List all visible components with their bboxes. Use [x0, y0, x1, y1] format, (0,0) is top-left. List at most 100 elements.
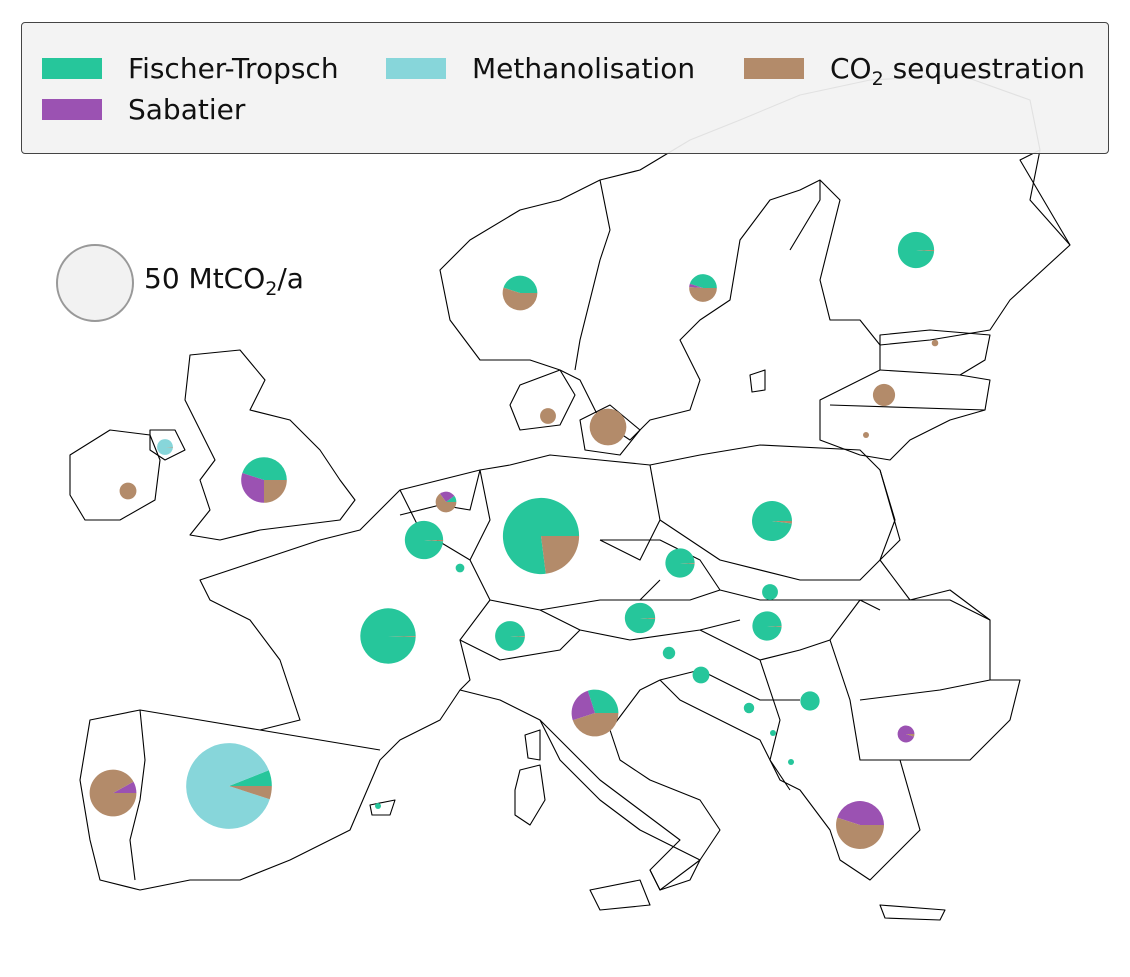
- slice-fischer-tropsch: [788, 759, 794, 765]
- sabatier-swatch: [42, 99, 102, 120]
- baltics: [820, 330, 990, 460]
- pie-italy: [572, 690, 619, 737]
- slice-co2-sequestration: [540, 408, 556, 424]
- methanolisation-swatch: [386, 58, 446, 79]
- slice-fischer-tropsch: [744, 703, 754, 713]
- slice-fischer-tropsch: [375, 803, 381, 809]
- legend-item-methanolisation: Methanolisation: [386, 48, 695, 88]
- pie-northern-ireland: [157, 439, 173, 455]
- pie-denmark-west: [540, 408, 556, 424]
- slice-co2-sequestration: [873, 384, 895, 406]
- pie-lithuania: [863, 432, 869, 438]
- legend-label: Methanolisation: [472, 52, 695, 85]
- norway-sweden-border: [575, 180, 610, 370]
- pie-bosnia: [744, 703, 754, 713]
- slice-fischer-tropsch: [770, 730, 776, 736]
- legend-item-fischer-tropsch: Fischer-Tropsch: [42, 48, 339, 88]
- legend-label-rest: sequestration: [884, 52, 1085, 85]
- size-reference: [56, 244, 134, 322]
- gotland: [750, 370, 765, 392]
- balkans-3: [830, 640, 900, 760]
- pie-latvia: [873, 384, 895, 406]
- pie-austria: [625, 603, 655, 633]
- pie-croatia: [693, 667, 710, 684]
- pie-hungary: [752, 611, 781, 640]
- slice-fischer-tropsch: [762, 584, 778, 600]
- pie-france: [360, 608, 415, 663]
- legend-label-sub: 2: [872, 68, 884, 90]
- finland-russia-border: [1030, 150, 1070, 245]
- pie-estonia: [932, 340, 939, 347]
- ukraine-border: [880, 470, 900, 560]
- italy-border: [540, 720, 700, 890]
- france-east: [400, 490, 490, 690]
- denmark: [510, 370, 640, 455]
- sicily: [590, 880, 650, 910]
- pie-balearic: [375, 803, 381, 809]
- legend-item-sabatier: Sabatier: [42, 89, 245, 129]
- pie-norway: [503, 276, 538, 311]
- slice-fischer-tropsch: [663, 647, 675, 659]
- alps: [580, 620, 740, 640]
- pie-bulgaria: [898, 726, 915, 743]
- legend-label: Fischer-Tropsch: [128, 52, 339, 85]
- pie-sweden: [689, 274, 717, 302]
- legend-label-main: CO: [830, 52, 872, 85]
- france-spain: [260, 730, 380, 750]
- legend-item-co2-sequestration: CO2 sequestration: [744, 48, 1085, 88]
- corsica: [525, 730, 540, 760]
- legend-label: CO2 sequestration: [830, 52, 1085, 85]
- pie-serbia: [800, 691, 819, 710]
- pie-montenegro: [770, 730, 776, 736]
- romania: [860, 600, 990, 700]
- slice-methanolisation: [157, 439, 173, 455]
- legend-label: Sabatier: [128, 93, 245, 126]
- pie-greece: [836, 801, 884, 849]
- pie-belgium: [405, 521, 443, 559]
- sardinia: [515, 765, 545, 825]
- size-reference-value: 50 MtCO: [144, 262, 265, 295]
- legend: Fischer-Tropsch Methanolisation CO2 sequ…: [21, 22, 1109, 154]
- pie-great-britain: [241, 457, 287, 503]
- slice-co2-sequestration: [932, 340, 939, 347]
- slice-fischer-tropsch: [360, 608, 415, 663]
- sweden-finland-border: [790, 180, 820, 250]
- mallorca: [370, 800, 395, 815]
- fischer-tropsch-swatch: [42, 58, 102, 79]
- size-reference-suffix: /a: [277, 262, 304, 295]
- pie-czechia: [665, 548, 694, 577]
- slice-fischer-tropsch: [456, 564, 465, 573]
- pie-poland: [752, 501, 792, 541]
- slice-fischer-tropsch: [800, 691, 819, 710]
- pie-portugal: [90, 770, 137, 817]
- ireland-border: [70, 430, 160, 520]
- pie-denmark-east: [590, 409, 627, 446]
- slice-co2-sequestration: [590, 409, 627, 446]
- germany-west: [470, 470, 490, 560]
- pie-luxembourg: [456, 564, 465, 573]
- balkans-1: [660, 670, 800, 700]
- size-reference-sub: 2: [265, 278, 277, 300]
- slice-co2-sequestration: [120, 483, 137, 500]
- pie-spain: [186, 743, 272, 829]
- crete: [880, 905, 945, 920]
- estonia-latvia: [880, 370, 960, 375]
- slovakia-hungary: [720, 590, 880, 610]
- germany-east: [600, 465, 660, 560]
- latvia-lithuania: [830, 405, 985, 410]
- pie-netherlands: [436, 492, 457, 513]
- slice-co2-sequestration: [264, 480, 287, 503]
- slice-fischer-tropsch: [693, 667, 710, 684]
- slice-co2-sequestration: [863, 432, 869, 438]
- pie-albania: [788, 759, 794, 765]
- pie-finland: [898, 232, 934, 268]
- pie-germany: [503, 498, 579, 574]
- size-reference-label: 50 MtCO2/a: [144, 262, 304, 295]
- slice-co2-sequestration: [689, 287, 717, 302]
- pie-slovenia: [663, 647, 675, 659]
- slice-co2-sequestration: [541, 536, 579, 574]
- pie-slovakia: [762, 584, 778, 600]
- pie-charts: [90, 232, 939, 849]
- co2-sequestration-swatch: [744, 58, 804, 79]
